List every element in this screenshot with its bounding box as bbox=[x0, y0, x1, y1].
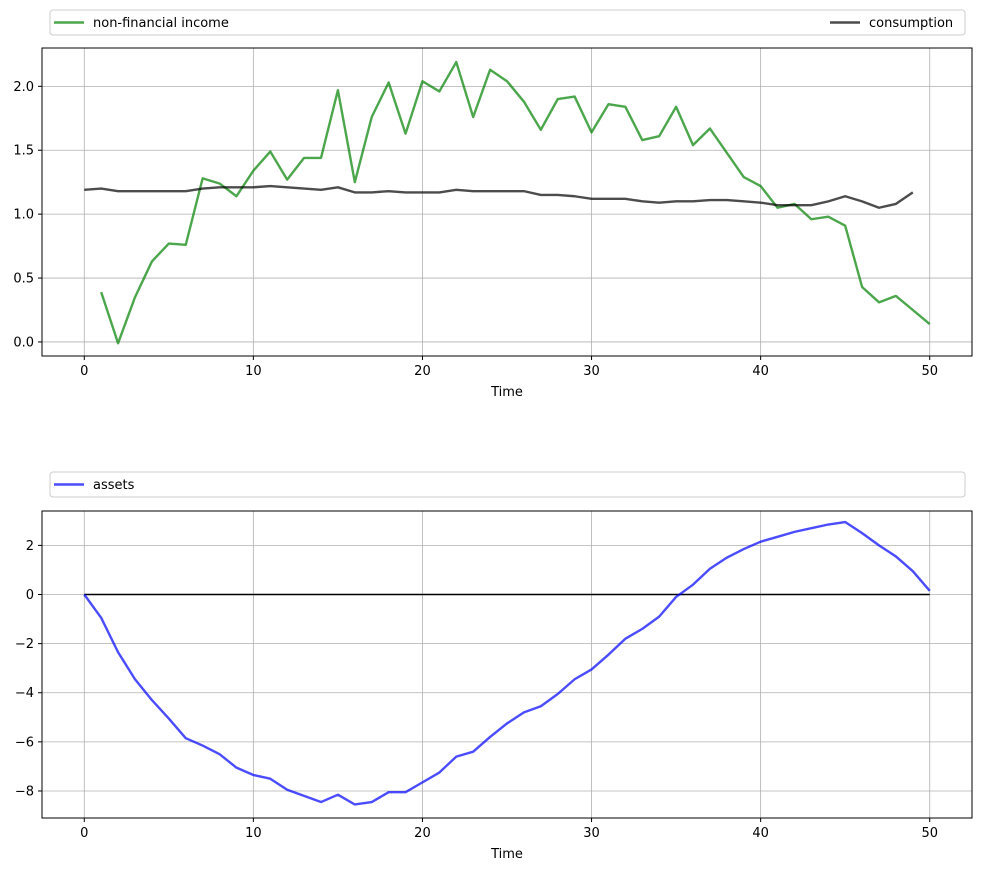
y-tick-label: −8 bbox=[15, 784, 34, 799]
y-tick-label: 1.0 bbox=[13, 208, 34, 223]
x-tick-label: 50 bbox=[921, 826, 938, 841]
legend: assets bbox=[49, 471, 966, 498]
y-tick-label: −6 bbox=[15, 735, 34, 750]
series-line-consumption bbox=[84, 184, 914, 209]
y-tick-label: 2.0 bbox=[13, 80, 34, 95]
series-line-assets bbox=[83, 520, 931, 806]
plot-frame bbox=[41, 47, 973, 357]
x-tick-label: 30 bbox=[583, 364, 600, 379]
y-tick-label: 1.5 bbox=[13, 144, 34, 159]
x-tick-label: 20 bbox=[414, 826, 431, 841]
x-tick-label: 40 bbox=[752, 364, 769, 379]
y-tick-label: −4 bbox=[15, 686, 34, 701]
x-tick-label: 30 bbox=[583, 826, 600, 841]
x-tick-label: 20 bbox=[414, 364, 431, 379]
chart-panel-2: 0 10 20 30 40 50 −8 −6 −4 −2 0 2 Time assets bbox=[15, 471, 973, 862]
legend-label: assets bbox=[93, 478, 135, 493]
legend-label: non-financial income bbox=[93, 16, 229, 31]
x-tick-label: 40 bbox=[752, 826, 769, 841]
legend-frame bbox=[49, 471, 966, 498]
legend: non-financial income consumption bbox=[49, 9, 966, 36]
x-tick-label: 10 bbox=[245, 826, 262, 841]
chart-panel-1: 0 10 20 30 40 50 0.0 0.5 1.0 1.5 2.0 Time non-financ… bbox=[13, 9, 973, 400]
x-tick-label: 10 bbox=[245, 364, 262, 379]
x-tick-label: 0 bbox=[80, 364, 88, 379]
x-tick-label: 0 bbox=[80, 826, 88, 841]
plot-frame bbox=[41, 510, 973, 819]
series-line-non-financial-income bbox=[100, 60, 931, 345]
x-axis-label: Time bbox=[490, 847, 523, 862]
y-tick-label: −2 bbox=[15, 637, 34, 652]
x-tick-label: 50 bbox=[921, 364, 938, 379]
y-tick-label: 0.5 bbox=[13, 272, 34, 287]
y-tick-label: 2 bbox=[26, 539, 34, 554]
y-tick-label: 0.0 bbox=[13, 335, 34, 350]
x-axis-label: Time bbox=[490, 385, 523, 400]
legend-label: consumption bbox=[869, 16, 953, 31]
legend-frame bbox=[49, 9, 966, 36]
y-tick-label: 0 bbox=[26, 588, 34, 603]
